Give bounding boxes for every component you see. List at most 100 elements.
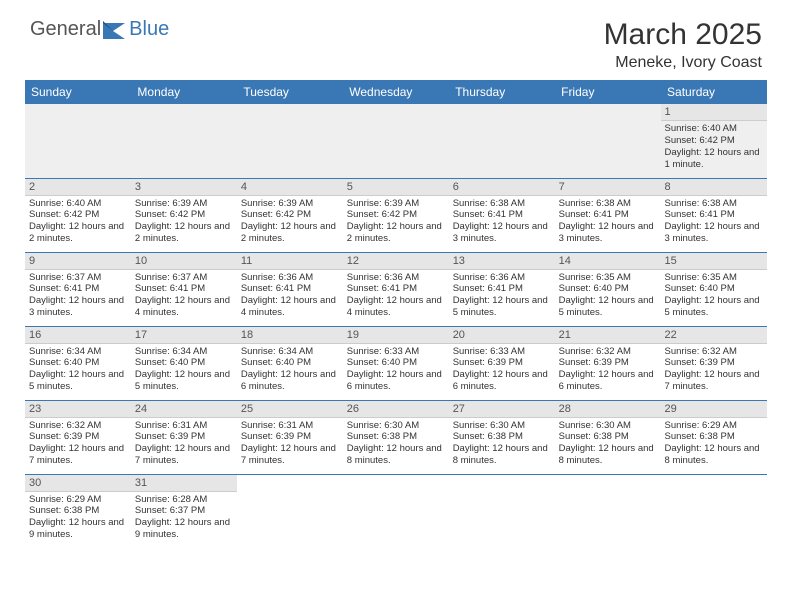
daylight-text: Daylight: 12 hours and 5 minutes. — [665, 295, 763, 319]
calendar-day-cell: 2Sunrise: 6:40 AMSunset: 6:42 PMDaylight… — [25, 178, 131, 252]
sunset-text: Sunset: 6:40 PM — [241, 357, 339, 369]
calendar-day-cell: 17Sunrise: 6:34 AMSunset: 6:40 PMDayligh… — [131, 326, 237, 400]
weekday-header: Wednesday — [343, 80, 449, 104]
daylight-text: Daylight: 12 hours and 7 minutes. — [29, 443, 127, 467]
calendar-day-cell: 27Sunrise: 6:30 AMSunset: 6:38 PMDayligh… — [449, 400, 555, 474]
calendar-day-cell: 31Sunrise: 6:28 AMSunset: 6:37 PMDayligh… — [131, 474, 237, 548]
day-number: 23 — [25, 401, 131, 418]
day-details: Sunrise: 6:32 AMSunset: 6:39 PMDaylight:… — [661, 344, 767, 398]
sunrise-text: Sunrise: 6:36 AM — [241, 272, 339, 284]
sunrise-text: Sunrise: 6:32 AM — [29, 420, 127, 432]
calendar-day-cell — [237, 104, 343, 178]
sunset-text: Sunset: 6:40 PM — [135, 357, 233, 369]
sunset-text: Sunset: 6:39 PM — [241, 431, 339, 443]
sunrise-text: Sunrise: 6:29 AM — [665, 420, 763, 432]
calendar-table: Sunday Monday Tuesday Wednesday Thursday… — [25, 80, 767, 548]
sunrise-text: Sunrise: 6:31 AM — [135, 420, 233, 432]
day-details: Sunrise: 6:33 AMSunset: 6:39 PMDaylight:… — [449, 344, 555, 398]
calendar-week-row: 30Sunrise: 6:29 AMSunset: 6:38 PMDayligh… — [25, 474, 767, 548]
daylight-text: Daylight: 12 hours and 7 minutes. — [135, 443, 233, 467]
calendar-week-row: 9Sunrise: 6:37 AMSunset: 6:41 PMDaylight… — [25, 252, 767, 326]
calendar-day-cell: 10Sunrise: 6:37 AMSunset: 6:41 PMDayligh… — [131, 252, 237, 326]
calendar-day-cell: 23Sunrise: 6:32 AMSunset: 6:39 PMDayligh… — [25, 400, 131, 474]
calendar-day-cell: 13Sunrise: 6:36 AMSunset: 6:41 PMDayligh… — [449, 252, 555, 326]
daylight-text: Daylight: 12 hours and 5 minutes. — [559, 295, 657, 319]
day-number: 12 — [343, 253, 449, 270]
calendar-week-row: 16Sunrise: 6:34 AMSunset: 6:40 PMDayligh… — [25, 326, 767, 400]
month-title: March 2025 — [604, 18, 762, 52]
day-details: Sunrise: 6:36 AMSunset: 6:41 PMDaylight:… — [449, 270, 555, 324]
day-number: 14 — [555, 253, 661, 270]
calendar-week-row: 23Sunrise: 6:32 AMSunset: 6:39 PMDayligh… — [25, 400, 767, 474]
daylight-text: Daylight: 12 hours and 4 minutes. — [347, 295, 445, 319]
calendar-day-cell — [131, 104, 237, 178]
sunset-text: Sunset: 6:42 PM — [241, 209, 339, 221]
sunrise-text: Sunrise: 6:38 AM — [453, 198, 551, 210]
sunrise-text: Sunrise: 6:39 AM — [135, 198, 233, 210]
sunset-text: Sunset: 6:41 PM — [559, 209, 657, 221]
daylight-text: Daylight: 12 hours and 7 minutes. — [241, 443, 339, 467]
weekday-header: Tuesday — [237, 80, 343, 104]
calendar-day-cell: 11Sunrise: 6:36 AMSunset: 6:41 PMDayligh… — [237, 252, 343, 326]
flag-icon — [103, 21, 127, 39]
weekday-header: Monday — [131, 80, 237, 104]
day-number: 13 — [449, 253, 555, 270]
day-details: Sunrise: 6:32 AMSunset: 6:39 PMDaylight:… — [25, 418, 131, 472]
day-number: 22 — [661, 327, 767, 344]
day-number: 18 — [237, 327, 343, 344]
sunset-text: Sunset: 6:41 PM — [347, 283, 445, 295]
calendar-day-cell — [555, 474, 661, 548]
weekday-header: Sunday — [25, 80, 131, 104]
calendar-day-cell: 5Sunrise: 6:39 AMSunset: 6:42 PMDaylight… — [343, 178, 449, 252]
calendar-day-cell: 21Sunrise: 6:32 AMSunset: 6:39 PMDayligh… — [555, 326, 661, 400]
calendar-day-cell: 12Sunrise: 6:36 AMSunset: 6:41 PMDayligh… — [343, 252, 449, 326]
calendar-day-cell: 6Sunrise: 6:38 AMSunset: 6:41 PMDaylight… — [449, 178, 555, 252]
day-details: Sunrise: 6:40 AMSunset: 6:42 PMDaylight:… — [661, 121, 767, 175]
day-details: Sunrise: 6:32 AMSunset: 6:39 PMDaylight:… — [555, 344, 661, 398]
daylight-text: Daylight: 12 hours and 5 minutes. — [135, 369, 233, 393]
daylight-text: Daylight: 12 hours and 7 minutes. — [665, 369, 763, 393]
location: Meneke, Ivory Coast — [604, 54, 762, 72]
day-details: Sunrise: 6:38 AMSunset: 6:41 PMDaylight:… — [555, 196, 661, 250]
sunset-text: Sunset: 6:38 PM — [347, 431, 445, 443]
sunrise-text: Sunrise: 6:34 AM — [29, 346, 127, 358]
daylight-text: Daylight: 12 hours and 6 minutes. — [347, 369, 445, 393]
sunrise-text: Sunrise: 6:32 AM — [559, 346, 657, 358]
weekday-header: Saturday — [661, 80, 767, 104]
day-details: Sunrise: 6:40 AMSunset: 6:42 PMDaylight:… — [25, 196, 131, 250]
day-number: 3 — [131, 179, 237, 196]
sunset-text: Sunset: 6:37 PM — [135, 505, 233, 517]
day-number: 21 — [555, 327, 661, 344]
day-number: 6 — [449, 179, 555, 196]
daylight-text: Daylight: 12 hours and 9 minutes. — [135, 517, 233, 541]
sunset-text: Sunset: 6:40 PM — [559, 283, 657, 295]
sunrise-text: Sunrise: 6:30 AM — [453, 420, 551, 432]
daylight-text: Daylight: 12 hours and 2 minutes. — [241, 221, 339, 245]
daylight-text: Daylight: 12 hours and 9 minutes. — [29, 517, 127, 541]
day-number: 8 — [661, 179, 767, 196]
day-details: Sunrise: 6:28 AMSunset: 6:37 PMDaylight:… — [131, 492, 237, 546]
title-block: March 2025 Meneke, Ivory Coast — [604, 18, 762, 72]
calendar-day-cell: 19Sunrise: 6:33 AMSunset: 6:40 PMDayligh… — [343, 326, 449, 400]
calendar-day-cell: 29Sunrise: 6:29 AMSunset: 6:38 PMDayligh… — [661, 400, 767, 474]
day-number: 4 — [237, 179, 343, 196]
sunset-text: Sunset: 6:40 PM — [29, 357, 127, 369]
day-details: Sunrise: 6:30 AMSunset: 6:38 PMDaylight:… — [555, 418, 661, 472]
sunset-text: Sunset: 6:38 PM — [453, 431, 551, 443]
day-details: Sunrise: 6:29 AMSunset: 6:38 PMDaylight:… — [661, 418, 767, 472]
day-details: Sunrise: 6:34 AMSunset: 6:40 PMDaylight:… — [25, 344, 131, 398]
sunset-text: Sunset: 6:41 PM — [453, 283, 551, 295]
day-number: 11 — [237, 253, 343, 270]
calendar-day-cell — [661, 474, 767, 548]
day-number: 10 — [131, 253, 237, 270]
sunset-text: Sunset: 6:38 PM — [665, 431, 763, 443]
sunrise-text: Sunrise: 6:34 AM — [135, 346, 233, 358]
sunset-text: Sunset: 6:40 PM — [665, 283, 763, 295]
day-details: Sunrise: 6:39 AMSunset: 6:42 PMDaylight:… — [237, 196, 343, 250]
logo-text-blue: Blue — [129, 18, 169, 41]
daylight-text: Daylight: 12 hours and 2 minutes. — [29, 221, 127, 245]
daylight-text: Daylight: 12 hours and 3 minutes. — [29, 295, 127, 319]
calendar-day-cell: 3Sunrise: 6:39 AMSunset: 6:42 PMDaylight… — [131, 178, 237, 252]
sunrise-text: Sunrise: 6:29 AM — [29, 494, 127, 506]
day-details: Sunrise: 6:35 AMSunset: 6:40 PMDaylight:… — [555, 270, 661, 324]
